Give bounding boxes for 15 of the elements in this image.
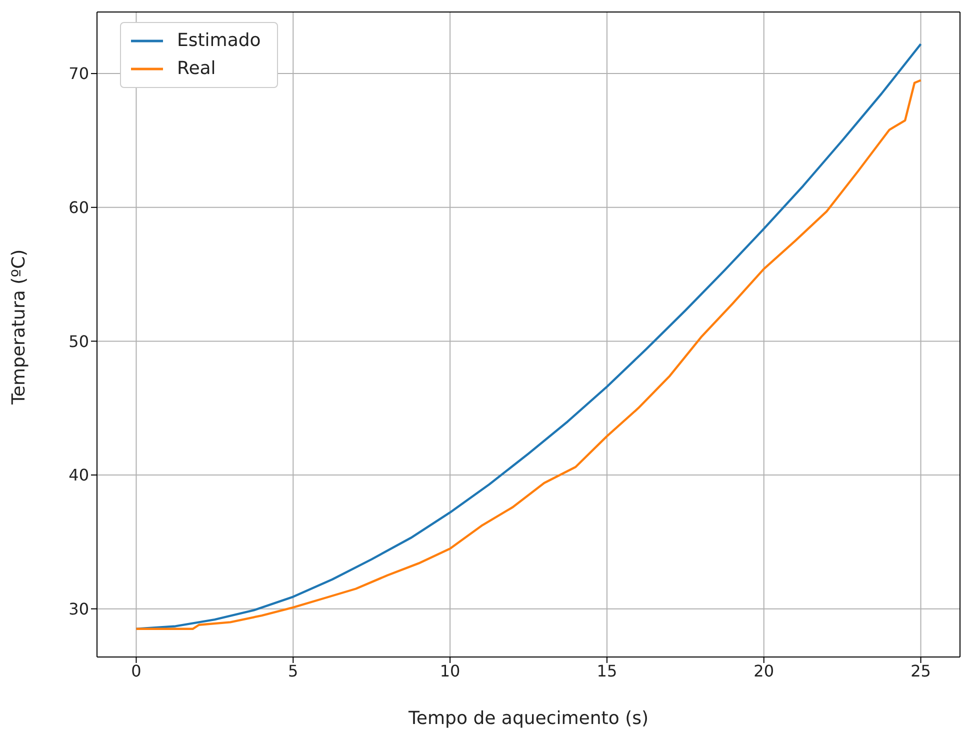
x-tick-label: 15 — [596, 661, 618, 680]
y-tick-label: 30 — [68, 600, 89, 619]
x-tick-label: 20 — [754, 661, 774, 680]
legend-label: Estimado — [177, 29, 261, 53]
y-tick-label: 60 — [68, 198, 89, 218]
x-axis-title: Tempo de aquecimento (s) — [408, 708, 648, 729]
x-tick-label: 0 — [131, 661, 142, 680]
y-tick-label: 40 — [68, 466, 89, 485]
y-axis-title: Temperatura (ºC) — [8, 249, 30, 406]
x-tick-label: 10 — [440, 661, 460, 680]
y-tick-label: 70 — [68, 64, 89, 84]
y-tick-label: 50 — [68, 332, 89, 351]
x-tick-label: 25 — [910, 661, 931, 680]
legend-label: Real — [177, 57, 216, 81]
x-tick-label: 5 — [288, 661, 298, 680]
